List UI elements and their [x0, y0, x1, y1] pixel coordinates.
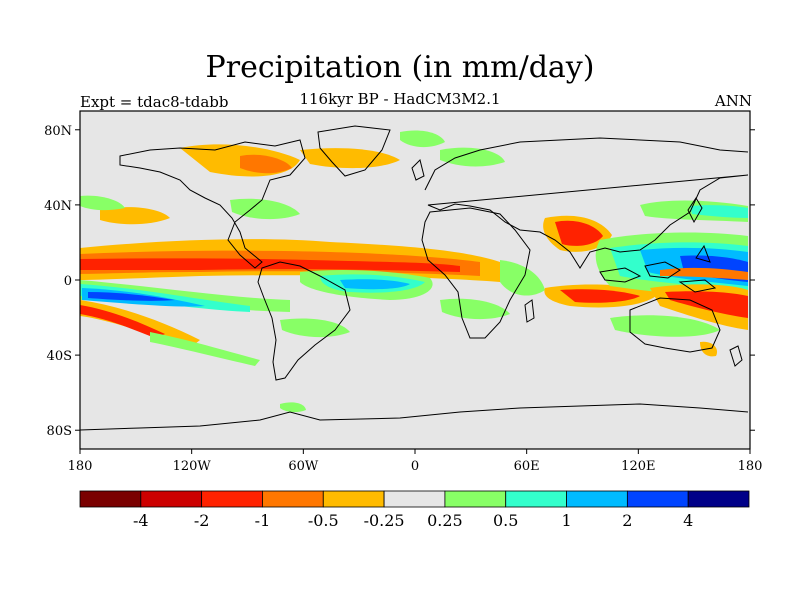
anomaly-patch — [230, 198, 300, 220]
coastline-madagascar — [524, 299, 535, 323]
colorbar-label: 4 — [683, 511, 693, 530]
coastline-australia — [629, 297, 721, 353]
colorbar-swatch — [383, 490, 446, 508]
colorbar-label: -2 — [194, 511, 210, 530]
colorbar-swatch — [140, 490, 203, 508]
lat-tick-label: 80S — [47, 424, 72, 439]
anomaly-patch — [150, 332, 260, 366]
anomaly-patch — [555, 220, 603, 246]
colorbar-label: 0.25 — [427, 511, 463, 530]
colorbar-swatch — [505, 490, 567, 508]
coastline-africa — [421, 207, 531, 339]
experiment-label: Expt = tdac8-tdabb — [80, 93, 229, 111]
season-label: ANN — [714, 92, 752, 110]
coastline-islands — [599, 244, 717, 293]
lon-tick-label: 60W — [288, 459, 319, 474]
colorbar-swatch — [262, 490, 324, 508]
colorbar-swatch — [687, 490, 750, 508]
longitude-axis: 180 120W 60W 0 60E 120E 180 — [68, 449, 763, 474]
lon-tick-label: 0 — [411, 459, 419, 474]
anomaly-patch — [500, 260, 545, 296]
lon-tick-label: 180 — [68, 459, 93, 474]
anomaly-patch — [690, 205, 748, 218]
coastline-eurasia — [424, 137, 749, 269]
anomaly-patch — [100, 207, 170, 225]
map-subtitle: 116kyr BP - HadCM3M2.1 — [299, 90, 501, 108]
lon-tick-label: 180 — [738, 459, 763, 474]
colorbar-label: 1 — [561, 511, 571, 530]
colorbar-label: -4 — [133, 511, 149, 530]
map-title: Precipitation (in mm/day) — [205, 50, 595, 85]
anomaly-patch — [560, 289, 640, 303]
anomaly-patch — [88, 292, 175, 301]
coastline-antarctica — [80, 403, 749, 431]
lon-tick-label: 120W — [173, 459, 212, 474]
coastlines — [80, 125, 749, 431]
lat-tick-label: 80N — [44, 124, 72, 139]
colorbar-label: -0.25 — [364, 511, 405, 530]
colorbar-swatch — [322, 490, 385, 508]
coastline-greenland — [317, 125, 391, 177]
anomaly-patch — [400, 130, 445, 148]
anomaly-patch — [80, 280, 290, 312]
colorbar-swatch — [626, 490, 689, 508]
colorbar-swatch — [566, 490, 628, 508]
colorbar-label: 2 — [622, 511, 632, 530]
anomaly-patch — [440, 147, 505, 167]
anomaly-patch — [240, 154, 292, 174]
lat-tick-label: 40S — [47, 349, 72, 364]
anomaly-patch — [280, 402, 306, 413]
anomaly-patch — [665, 291, 748, 318]
lat-tick-label: 40N — [44, 199, 72, 214]
colorbar-swatch — [444, 490, 507, 508]
anomaly-patch — [660, 267, 748, 280]
colorbar: -4 -2 -1 -0.5 -0.25 0.25 0.5 1 2 4 — [79, 490, 750, 530]
anomaly-patch — [610, 315, 720, 337]
anomaly-patch — [80, 195, 125, 211]
anomaly-field — [80, 130, 748, 413]
anomaly-patch — [80, 305, 165, 338]
anomaly-patch — [340, 279, 410, 290]
latitude-axis: 80N 40N 0 40S 80S — [44, 124, 755, 439]
colorbar-swatch — [201, 490, 263, 508]
coastline-new-zealand — [729, 345, 743, 367]
coastline-japan — [687, 197, 703, 224]
lon-tick-label: 120E — [621, 459, 655, 474]
colorbar-label: -0.5 — [308, 511, 339, 530]
coastline-south-america — [257, 261, 351, 381]
colorbar-label: 0.5 — [493, 511, 518, 530]
lat-tick-label: 0 — [64, 274, 72, 289]
coastline-uk — [411, 159, 425, 181]
anomaly-patch — [440, 298, 510, 320]
coastline-north-america — [119, 139, 306, 269]
colorbar-label: -1 — [255, 511, 271, 530]
colorbar-swatch — [79, 490, 142, 508]
lon-tick-label: 60E — [514, 459, 540, 474]
